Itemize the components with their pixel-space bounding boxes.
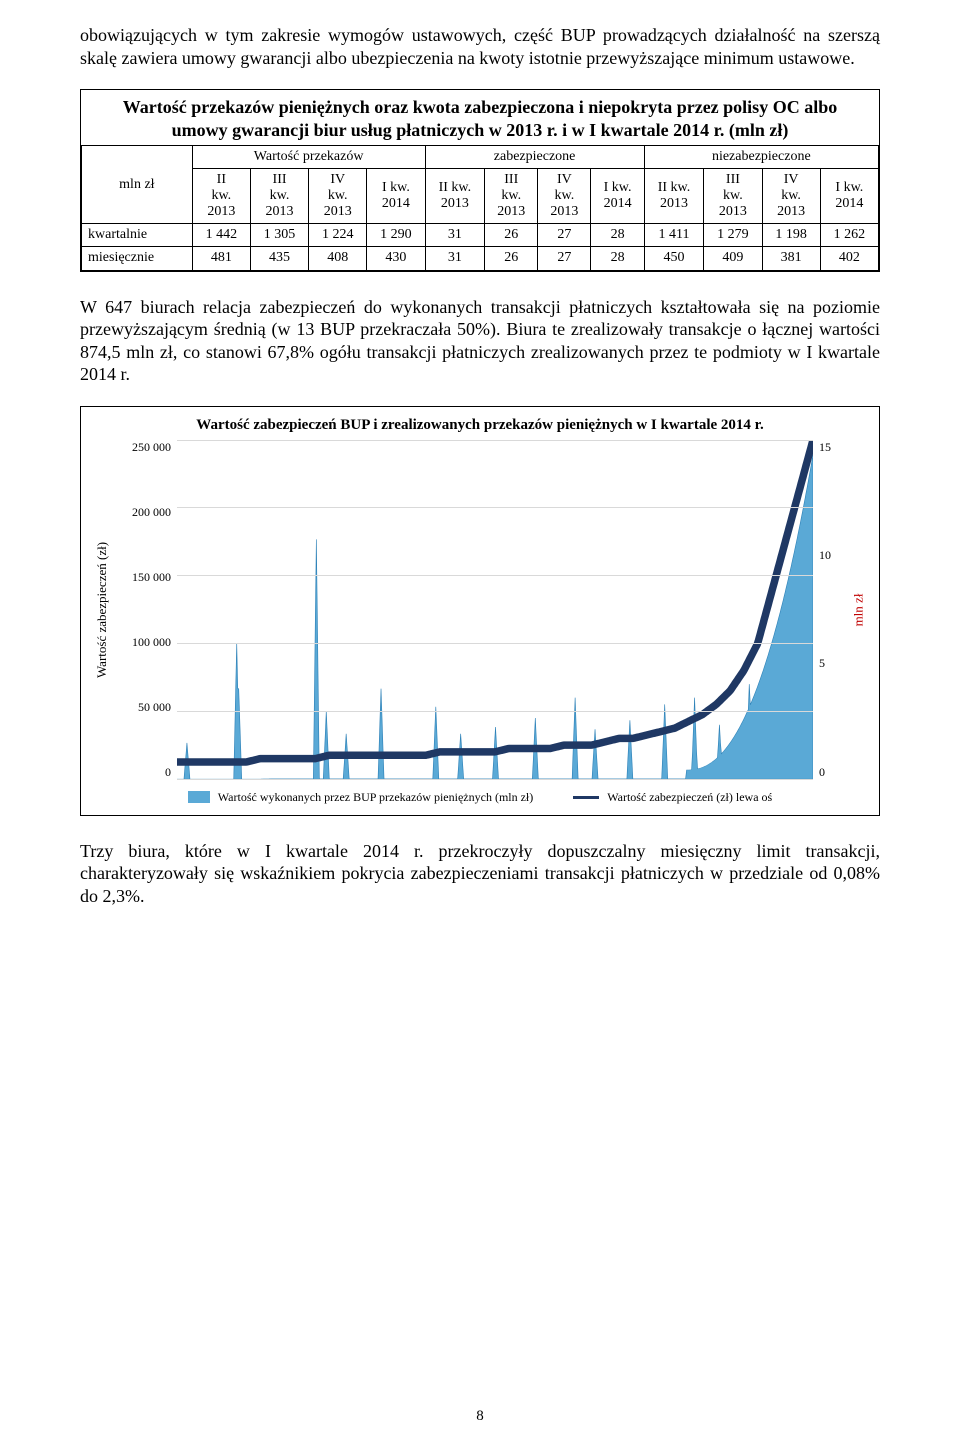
y-tick-right: 15	[819, 440, 831, 455]
table-cell: 481	[192, 247, 250, 270]
table-cell: 408	[309, 247, 367, 270]
y-axis-right-label: mln zł	[847, 440, 869, 780]
column-header: IIIkw.2013	[704, 169, 762, 224]
paragraph-3: Trzy biura, które w I kwartale 2014 r. p…	[80, 840, 880, 908]
table-cell: 1 224	[309, 224, 367, 247]
column-header: IIkw.2013	[192, 169, 250, 224]
table-cell: 31	[425, 247, 485, 270]
chart-legend: Wartość wykonanych przez BUP przekazów p…	[91, 790, 869, 805]
chart-title: Wartość zabezpieczeń BUP i zrealizowanyc…	[91, 417, 869, 434]
table-corner: mln zł	[82, 146, 193, 224]
column-header: IVkw.2013	[309, 169, 367, 224]
table-cell: 28	[591, 224, 644, 247]
y-axis-left-label: Wartość zabezpieczeń (zł)	[91, 440, 113, 780]
legend-item: Wartość zabezpieczeń (zł) lewa oś	[573, 790, 772, 805]
row-label: miesięcznie	[82, 247, 193, 270]
table-cell: 1 262	[820, 224, 878, 247]
table-cell: 26	[485, 224, 538, 247]
line-swatch-icon	[573, 796, 599, 799]
table-cell: 31	[425, 224, 485, 247]
table-cell: 430	[367, 247, 425, 270]
page-number: 8	[0, 1408, 960, 1425]
column-header: II kw.2013	[425, 169, 485, 224]
legend-label: Wartość zabezpieczeń (zł) lewa oś	[607, 790, 772, 805]
y-tick-left: 100 000	[132, 635, 171, 650]
table-cell: 1 411	[644, 224, 704, 247]
column-header: I kw.2014	[367, 169, 425, 224]
table-cell: 381	[762, 247, 820, 270]
table-title: Wartość przekazów pieniężnych oraz kwota…	[81, 90, 879, 145]
legend-item: Wartość wykonanych przez BUP przekazów p…	[188, 790, 533, 805]
y-tick-left: 200 000	[132, 505, 171, 520]
table-cell: 435	[250, 247, 308, 270]
column-header: IVkw.2013	[762, 169, 820, 224]
chart-plot-area	[177, 440, 813, 780]
legend-label: Wartość wykonanych przez BUP przekazów p…	[218, 790, 533, 805]
column-header: II kw.2013	[644, 169, 704, 224]
table-cell: 28	[591, 247, 644, 270]
y-tick-right: 0	[819, 765, 825, 780]
column-header: I kw.2014	[820, 169, 878, 224]
paragraph-2: W 647 biurach relacja zabezpieczeń do wy…	[80, 296, 880, 386]
group-header: niezabezpieczone	[644, 146, 878, 169]
group-header: zabezpieczone	[425, 146, 644, 169]
table-cell: 1 290	[367, 224, 425, 247]
table-container: Wartość przekazów pieniężnych oraz kwota…	[80, 89, 880, 272]
table-cell: 409	[704, 247, 762, 270]
table-cell: 26	[485, 247, 538, 270]
column-header: IIIkw.2013	[485, 169, 538, 224]
y-tick-right: 10	[819, 548, 831, 563]
table-cell: 27	[538, 247, 591, 270]
y-ticks-left: 250 000 200 000 150 000 100 000 50 000 0	[113, 440, 177, 780]
column-header: IIIkw.2013	[250, 169, 308, 224]
table-cell: 27	[538, 224, 591, 247]
table-cell: 1 305	[250, 224, 308, 247]
data-table: mln zł Wartość przekazów zabezpieczone n…	[81, 145, 879, 271]
table-cell: 1 442	[192, 224, 250, 247]
y-ticks-right: 15 10 5 0	[813, 440, 847, 780]
table-cell: 450	[644, 247, 704, 270]
table-cell: 402	[820, 247, 878, 270]
group-header: Wartość przekazów	[192, 146, 425, 169]
table-cell: 1 198	[762, 224, 820, 247]
paragraph-1: obowiązujących w tym zakresie wymogów us…	[80, 24, 880, 69]
y-tick-left: 150 000	[132, 570, 171, 585]
chart-container: Wartość zabezpieczeń BUP i zrealizowanyc…	[80, 406, 880, 816]
y-tick-left: 50 000	[138, 700, 171, 715]
column-header: IVkw.2013	[538, 169, 591, 224]
y-tick-left: 250 000	[132, 440, 171, 455]
y-tick-right: 5	[819, 656, 825, 671]
table-cell: 1 279	[704, 224, 762, 247]
area-swatch-icon	[188, 791, 210, 803]
row-label: kwartalnie	[82, 224, 193, 247]
y-tick-left: 0	[165, 765, 171, 780]
column-header: I kw.2014	[591, 169, 644, 224]
